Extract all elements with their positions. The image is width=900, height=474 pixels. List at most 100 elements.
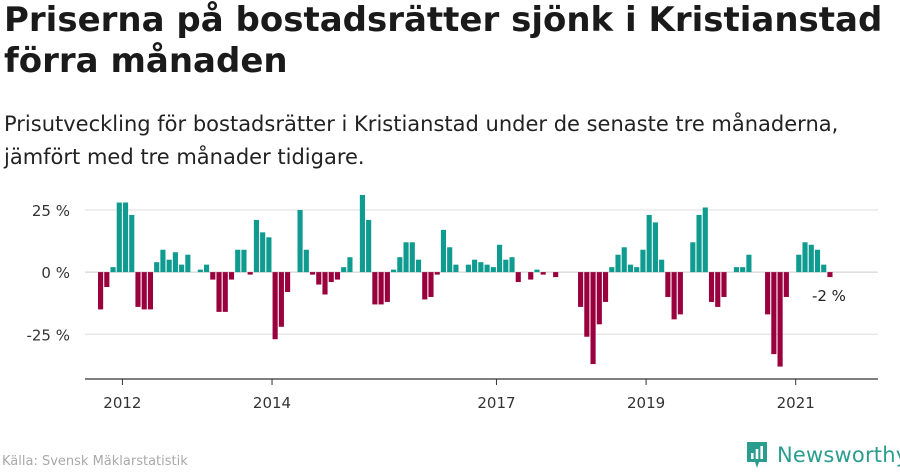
bar xyxy=(696,214,702,273)
bar xyxy=(110,267,116,273)
bar xyxy=(509,257,515,273)
bar xyxy=(783,272,789,297)
bar xyxy=(216,272,222,312)
bar xyxy=(341,267,347,273)
bar xyxy=(328,272,334,283)
bar xyxy=(210,272,216,280)
bar xyxy=(659,259,665,273)
bar xyxy=(228,272,235,280)
x-tick-label: 2014 xyxy=(253,394,291,412)
bar xyxy=(584,272,590,337)
bar xyxy=(777,272,783,367)
bar xyxy=(397,257,403,273)
bar xyxy=(303,249,309,273)
bar xyxy=(621,247,627,273)
bar xyxy=(366,219,372,273)
y-tick-label: -25 % xyxy=(26,326,70,344)
annotations: -2 % xyxy=(812,287,846,305)
bar xyxy=(634,267,640,273)
bar xyxy=(247,272,253,275)
bar xyxy=(665,272,671,297)
bar xyxy=(241,249,247,273)
bar xyxy=(415,259,422,273)
bar xyxy=(771,272,777,355)
bar xyxy=(596,272,602,325)
bar xyxy=(671,272,677,320)
bar xyxy=(334,272,341,280)
bars xyxy=(98,195,833,367)
x-tick-label: 2017 xyxy=(477,394,515,412)
bar xyxy=(166,259,172,273)
bar xyxy=(359,195,365,273)
bar xyxy=(740,267,746,273)
bar xyxy=(116,202,122,273)
bar xyxy=(222,272,228,312)
bar xyxy=(266,237,272,273)
gridlines xyxy=(85,209,878,335)
bar xyxy=(465,264,471,273)
bar xyxy=(179,264,185,273)
bar xyxy=(122,202,129,273)
bar xyxy=(528,272,534,280)
bar xyxy=(197,269,203,273)
x-tick-label: 2021 xyxy=(777,394,815,412)
bar xyxy=(472,259,478,273)
bar xyxy=(615,254,621,273)
bar xyxy=(147,272,154,310)
bar xyxy=(652,222,658,273)
y-tick-label: 25 % xyxy=(32,202,70,220)
bar xyxy=(154,262,160,273)
bar xyxy=(746,254,752,273)
bar xyxy=(677,272,683,315)
bar xyxy=(553,272,559,278)
bar xyxy=(422,272,428,300)
bar xyxy=(627,264,634,273)
bar xyxy=(260,232,266,273)
bar xyxy=(808,244,814,273)
bar xyxy=(702,207,708,273)
bar xyxy=(403,242,409,273)
bar xyxy=(490,267,496,273)
bar xyxy=(602,272,609,302)
bar xyxy=(285,272,291,292)
bar xyxy=(434,272,440,275)
bar xyxy=(690,242,696,273)
bar xyxy=(765,272,771,315)
bar xyxy=(440,229,447,273)
bar xyxy=(316,272,322,285)
bar xyxy=(534,269,540,273)
bar xyxy=(322,272,328,295)
bar xyxy=(309,272,316,275)
bar xyxy=(185,254,191,273)
bar xyxy=(104,272,110,288)
bar xyxy=(141,272,147,310)
bar-chart: 25 % 0 % -25 % 2012 2014 2017 2019 2021 -2 % xyxy=(26,195,878,412)
bar xyxy=(453,264,459,273)
bar xyxy=(796,254,802,273)
bar xyxy=(98,272,104,310)
bar xyxy=(428,272,434,297)
bar xyxy=(640,249,646,273)
chart-title: Priserna på bostadsrätter sjönk i Kristi… xyxy=(4,0,883,81)
y-tick-label: 0 % xyxy=(41,264,70,282)
newsworthy-logo: Newsworthy xyxy=(745,438,900,472)
bar xyxy=(172,252,178,273)
bar xyxy=(814,249,821,273)
bar xyxy=(235,249,241,273)
newsworthy-logo-icon xyxy=(747,442,767,468)
bar xyxy=(496,244,503,273)
bar xyxy=(447,247,453,273)
bar xyxy=(802,242,808,273)
source-note: Källa: Svensk Mäklarstatistik xyxy=(2,454,188,469)
x-tick-label: 2019 xyxy=(627,394,665,412)
bar xyxy=(160,249,166,273)
x-axis: 2012 2014 2017 2019 2021 xyxy=(85,378,878,412)
bar xyxy=(827,272,833,278)
bar xyxy=(478,262,484,273)
bar xyxy=(733,267,740,273)
bar xyxy=(540,272,546,275)
bar xyxy=(515,272,521,283)
bar xyxy=(609,267,615,273)
bar xyxy=(721,272,727,297)
bar xyxy=(384,272,390,302)
